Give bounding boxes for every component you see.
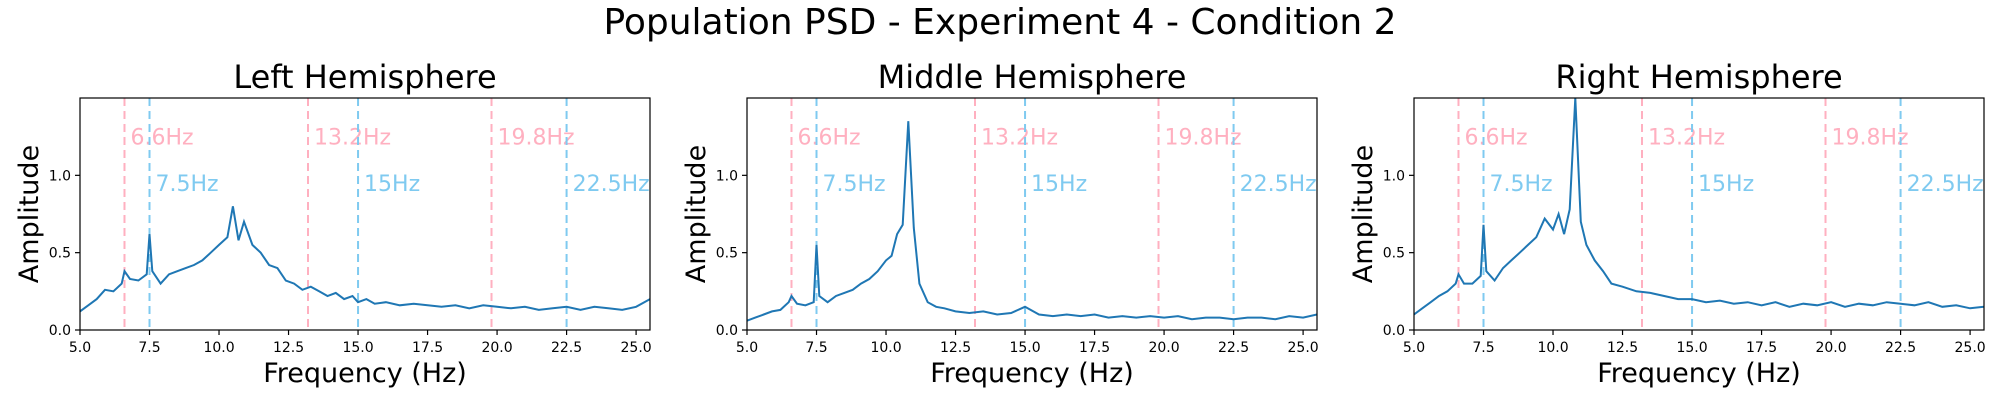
panel-title: Middle Hemisphere bbox=[878, 58, 1187, 96]
y-tick-label: 1.0 bbox=[49, 168, 71, 184]
x-tick-label: 15.0 bbox=[342, 340, 373, 356]
y-tick-label: 0.5 bbox=[1383, 246, 1405, 262]
x-tick-label: 25.0 bbox=[1288, 340, 1319, 356]
marker-label: 13.2Hz bbox=[314, 125, 391, 150]
marker-label: 22.5Hz bbox=[1907, 172, 1984, 197]
x-tick-label: 10.0 bbox=[1537, 340, 1568, 356]
x-tick-label: 5.0 bbox=[736, 340, 758, 356]
figure-title: Population PSD - Experiment 4 - Conditio… bbox=[603, 2, 1396, 43]
panel-right: Right Hemisphere Frequency (Hz) Amplitud… bbox=[1348, 58, 1986, 389]
x-tick-label: 22.5 bbox=[551, 340, 582, 356]
x-tick-label: 20.0 bbox=[1148, 340, 1179, 356]
y-tick-label: 0.5 bbox=[716, 246, 738, 262]
y-axis-label: Amplitude bbox=[681, 145, 712, 283]
x-tick-label: 15.0 bbox=[1676, 340, 1707, 356]
x-tick-label: 7.5 bbox=[138, 340, 160, 356]
x-tick-label: 5.0 bbox=[69, 340, 91, 356]
x-tick-label: 10.0 bbox=[870, 340, 901, 356]
x-tick-label: 22.5 bbox=[1218, 340, 1249, 356]
marker-label: 22.5Hz bbox=[1240, 172, 1317, 197]
marker-label: 22.5Hz bbox=[573, 172, 650, 197]
y-tick-label: 1.0 bbox=[1383, 168, 1405, 184]
x-tick-label: 7.5 bbox=[1472, 340, 1494, 356]
marker-label: 7.5Hz bbox=[823, 172, 886, 197]
marker-label: 13.2Hz bbox=[981, 125, 1058, 150]
marker-label: 13.2Hz bbox=[1648, 125, 1725, 150]
marker-label: 6.6Hz bbox=[1464, 125, 1527, 150]
panel-title: Left Hemisphere bbox=[233, 58, 496, 96]
x-tick-label: 25.0 bbox=[621, 340, 652, 356]
psd-line bbox=[80, 206, 650, 313]
x-axis-label: Frequency (Hz) bbox=[1597, 358, 1801, 389]
psd-line bbox=[1414, 98, 1984, 316]
x-axis-label: Frequency (Hz) bbox=[930, 358, 1134, 389]
x-tick-label: 25.0 bbox=[1955, 340, 1986, 356]
marker-label: 7.5Hz bbox=[156, 172, 219, 197]
x-tick-label: 15.0 bbox=[1009, 340, 1040, 356]
y-tick-label: 0.0 bbox=[1383, 323, 1405, 339]
x-tick-label: 17.5 bbox=[412, 340, 443, 356]
y-tick-label: 1.0 bbox=[716, 168, 738, 184]
marker-label: 19.8Hz bbox=[1832, 125, 1909, 150]
panel-middle: Middle Hemisphere Frequency (Hz) Amplitu… bbox=[681, 58, 1319, 389]
y-tick-label: 0.0 bbox=[716, 323, 738, 339]
y-tick-label: 0.0 bbox=[49, 323, 71, 339]
x-tick-label: 10.0 bbox=[203, 340, 234, 356]
y-axis-label: Amplitude bbox=[14, 145, 45, 283]
x-tick-label: 5.0 bbox=[1403, 340, 1425, 356]
x-tick-label: 20.0 bbox=[1815, 340, 1846, 356]
y-axis-label: Amplitude bbox=[1348, 145, 1379, 283]
marker-label: 19.8Hz bbox=[1165, 125, 1242, 150]
marker-label: 15Hz bbox=[364, 172, 420, 197]
marker-label: 6.6Hz bbox=[130, 125, 193, 150]
x-tick-label: 22.5 bbox=[1885, 340, 1916, 356]
psd-line bbox=[747, 121, 1317, 322]
marker-label: 6.6Hz bbox=[797, 125, 860, 150]
axes-frame bbox=[746, 97, 1318, 331]
x-tick-label: 17.5 bbox=[1746, 340, 1777, 356]
x-tick-label: 20.0 bbox=[481, 340, 512, 356]
panel-left: Left Hemisphere Frequency (Hz) Amplitude… bbox=[14, 58, 652, 389]
marker-label: 15Hz bbox=[1031, 172, 1087, 197]
y-tick-label: 0.5 bbox=[49, 246, 71, 262]
x-tick-label: 12.5 bbox=[273, 340, 304, 356]
x-tick-label: 12.5 bbox=[940, 340, 971, 356]
axes-frame bbox=[79, 97, 651, 331]
panel-title: Right Hemisphere bbox=[1555, 58, 1842, 96]
x-tick-label: 7.5 bbox=[805, 340, 827, 356]
axes-frame bbox=[1413, 97, 1985, 331]
x-tick-label: 12.5 bbox=[1607, 340, 1638, 356]
marker-label: 19.8Hz bbox=[498, 125, 575, 150]
marker-label: 7.5Hz bbox=[1490, 172, 1553, 197]
x-tick-label: 17.5 bbox=[1079, 340, 1110, 356]
marker-label: 15Hz bbox=[1698, 172, 1754, 197]
x-axis-label: Frequency (Hz) bbox=[263, 358, 467, 389]
